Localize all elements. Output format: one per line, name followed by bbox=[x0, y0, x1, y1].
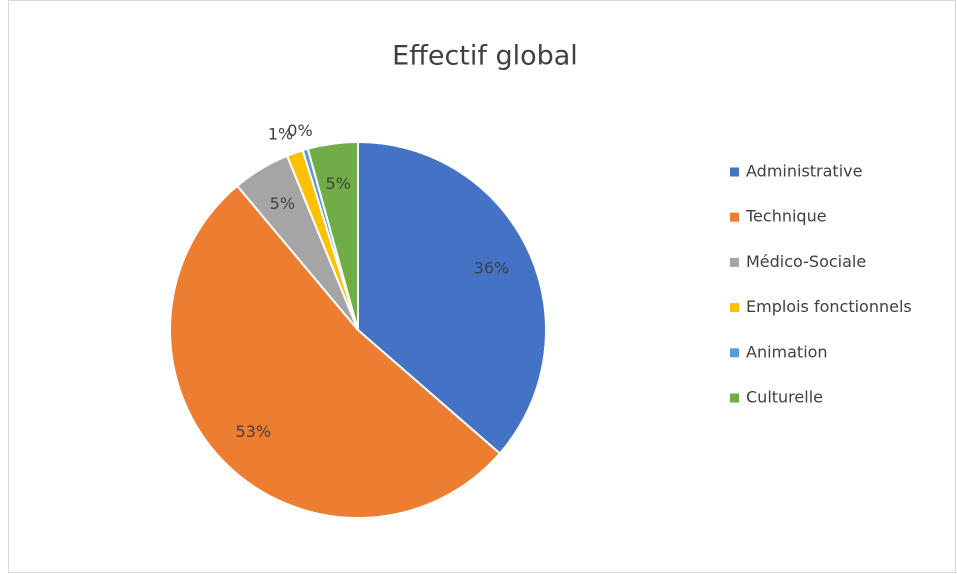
pie-slice bbox=[169, 184, 502, 519]
legend-swatch bbox=[730, 167, 739, 177]
data-label: 5% bbox=[326, 174, 351, 193]
data-label: 36% bbox=[474, 259, 510, 278]
legend-label: Administrative bbox=[746, 162, 862, 181]
legend-swatch bbox=[730, 303, 739, 313]
data-label: 0% bbox=[287, 121, 312, 140]
legend-swatch bbox=[730, 393, 739, 403]
data-label: 1% bbox=[268, 125, 293, 144]
legend-label: Culturelle bbox=[746, 388, 823, 407]
legend-swatch bbox=[730, 212, 739, 222]
legend-swatch bbox=[730, 257, 739, 267]
pie-slice bbox=[357, 140, 547, 455]
pie-slice bbox=[306, 140, 359, 331]
legend-label: Médico-Sociale bbox=[746, 252, 866, 271]
legend-label: Technique bbox=[745, 207, 827, 226]
data-label: 5% bbox=[270, 194, 295, 213]
chart-title: Effectif global bbox=[392, 41, 578, 72]
legend-label: Emplois fonctionnels bbox=[746, 297, 912, 316]
data-label: 53% bbox=[236, 422, 272, 441]
legend-swatch bbox=[730, 348, 739, 358]
legend-label: Animation bbox=[746, 342, 828, 361]
